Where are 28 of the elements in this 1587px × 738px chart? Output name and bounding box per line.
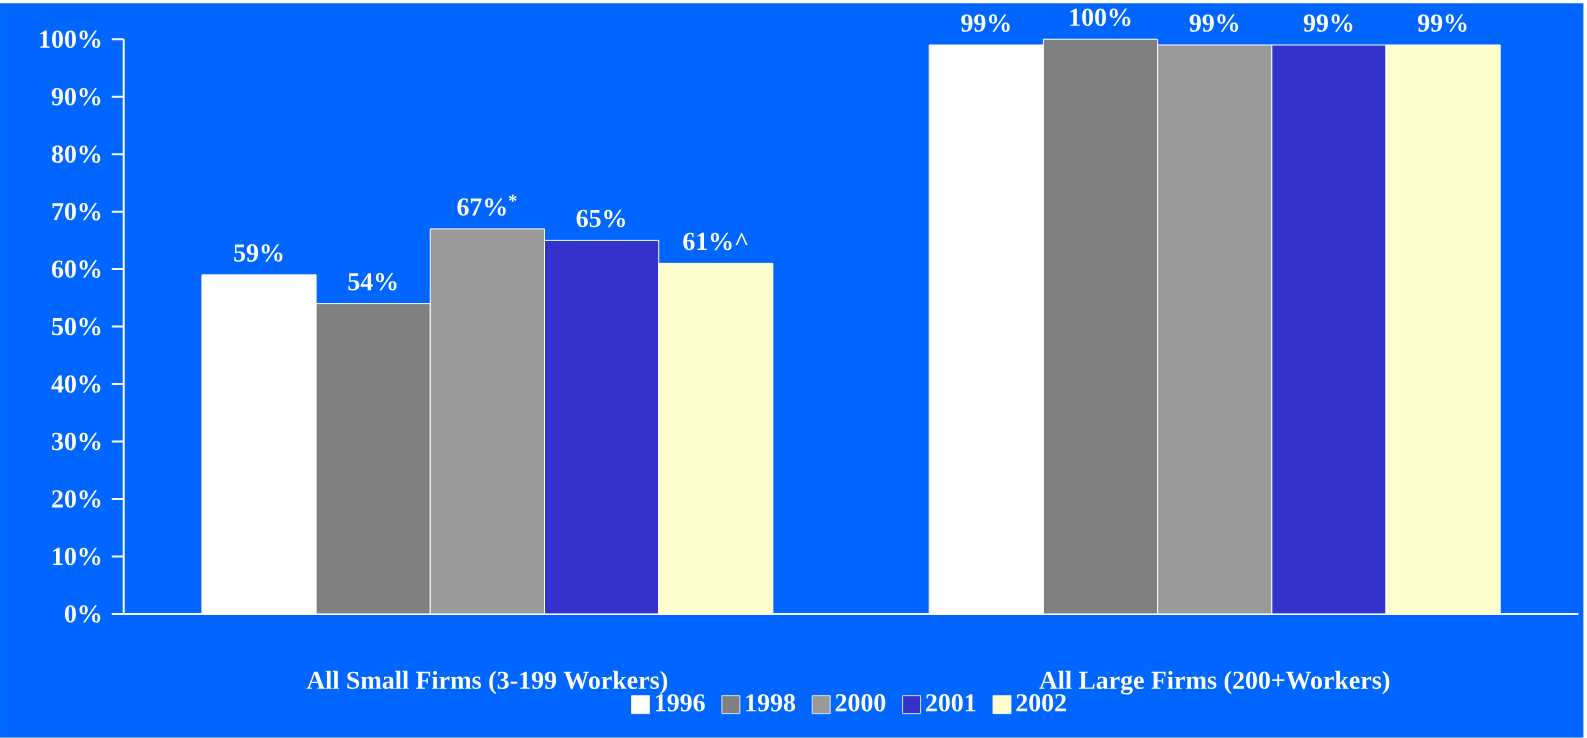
data-label: 100% xyxy=(1070,8,1131,27)
y-tick-label: 80% xyxy=(51,145,101,164)
y-tick-label: 50% xyxy=(52,318,101,336)
y-tick-label: 20% xyxy=(52,490,101,508)
data-label: 65% xyxy=(576,209,625,228)
legend-label: 2000 xyxy=(835,694,886,712)
y-tick-label: 40% xyxy=(51,375,101,393)
y-tick-label: 0% xyxy=(64,605,101,623)
legend-label: 1996 xyxy=(655,694,705,712)
data-label: 99% xyxy=(961,14,1010,33)
legend-label: 2002 xyxy=(1016,694,1066,712)
data-label: 99% xyxy=(1189,14,1239,33)
legend-label: 2001 xyxy=(926,694,976,712)
data-label: 67%$^{*}$ xyxy=(457,195,517,216)
y-tick-label: 60% xyxy=(51,260,101,279)
x-tick-label: All Small Firms (3-199 Workers) xyxy=(306,671,668,695)
data-label: 61%^ xyxy=(683,232,748,251)
y-tick-label: 70% xyxy=(52,203,101,221)
legend-label: 1998 xyxy=(746,694,796,712)
data-label: 99% xyxy=(1417,14,1467,33)
data-label: 59% xyxy=(234,244,283,262)
y-tick-label: 90% xyxy=(51,88,101,106)
data-label: 99% xyxy=(1303,14,1353,33)
data-label: 54% xyxy=(348,273,397,291)
y-tick-label: 30% xyxy=(52,432,101,451)
x-tick-label: All Large Firms (200+Workers) xyxy=(1039,671,1390,695)
y-tick-label: 100% xyxy=(40,30,101,49)
y-tick-label: 10% xyxy=(53,547,101,566)
